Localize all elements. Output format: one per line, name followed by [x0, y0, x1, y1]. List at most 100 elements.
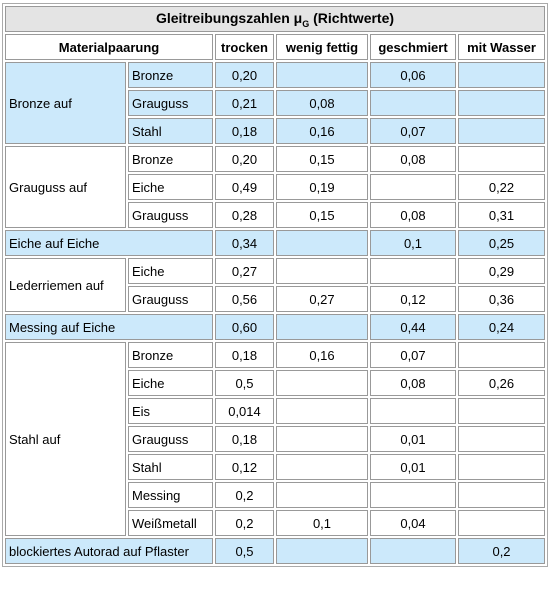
value-cell — [458, 454, 546, 480]
value-cell: 0,26 — [458, 370, 546, 396]
material-cell: Bronze — [128, 342, 213, 368]
value-cell: 0,1 — [276, 510, 368, 536]
value-cell — [370, 258, 456, 284]
data-row: Eiche auf Eiche 0,34 0,1 0,25 — [5, 230, 546, 256]
material-cell: Eiche — [128, 258, 213, 284]
material-cell: Grauguss — [128, 286, 213, 312]
value-cell: 0,5 — [215, 538, 274, 564]
value-cell: 0,34 — [215, 230, 274, 256]
data-row: Weißmetall 0,2 0,1 0,04 — [5, 510, 546, 536]
value-cell: 0,2 — [215, 510, 274, 536]
data-row: Messing auf Eiche 0,60 0,44 0,24 — [5, 314, 546, 340]
material-cell: Eiche — [128, 174, 213, 200]
header-cell: mit Wasser — [458, 34, 546, 60]
value-cell: 0,5 — [215, 370, 274, 396]
value-cell — [276, 62, 368, 88]
value-cell — [276, 454, 368, 480]
value-cell — [276, 398, 368, 424]
group-label: Stahl auf — [5, 342, 126, 536]
value-cell — [458, 90, 546, 116]
value-cell: 0,18 — [215, 342, 274, 368]
value-cell: 0,18 — [215, 426, 274, 452]
header-cell: geschmiert — [370, 34, 456, 60]
value-cell: 0,36 — [458, 286, 546, 312]
header-cell: trocken — [215, 34, 274, 60]
data-row: Eis 0,014 — [5, 398, 546, 424]
material-cell: Grauguss — [128, 426, 213, 452]
value-cell: 0,28 — [215, 202, 274, 228]
value-cell — [370, 538, 456, 564]
value-cell: 0,31 — [458, 202, 546, 228]
group-label: blockiertes Autorad auf Pflaster — [5, 538, 213, 564]
group-label: Grauguss auf — [5, 146, 126, 228]
value-cell — [458, 146, 546, 172]
friction-table: Gleitreibungszahlen μG (Richtwerte) Mate… — [2, 3, 549, 567]
value-cell — [276, 230, 368, 256]
value-cell: 0,1 — [370, 230, 456, 256]
value-cell: 0,12 — [215, 454, 274, 480]
value-cell: 0,01 — [370, 426, 456, 452]
value-cell: 0,18 — [215, 118, 274, 144]
material-cell: Eis — [128, 398, 213, 424]
material-cell: Bronze — [128, 146, 213, 172]
value-cell: 0,44 — [370, 314, 456, 340]
data-row: Messing 0,2 — [5, 482, 546, 508]
material-cell: Grauguss — [128, 202, 213, 228]
value-cell — [458, 342, 546, 368]
value-cell — [276, 538, 368, 564]
value-cell — [370, 90, 456, 116]
material-cell: Weißmetall — [128, 510, 213, 536]
value-cell: 0,15 — [276, 146, 368, 172]
value-cell: 0,56 — [215, 286, 274, 312]
value-cell — [276, 258, 368, 284]
data-row: blockiertes Autorad auf Pflaster 0,5 0,2 — [5, 538, 546, 564]
data-row: Grauguss 0,21 0,08 — [5, 90, 546, 116]
value-cell: 0,27 — [276, 286, 368, 312]
value-cell: 0,01 — [370, 454, 456, 480]
value-cell: 0,08 — [370, 370, 456, 396]
data-row: Grauguss auf Bronze 0,20 0,15 0,08 — [5, 146, 546, 228]
value-cell — [276, 426, 368, 452]
value-cell: 0,04 — [370, 510, 456, 536]
value-cell: 0,2 — [215, 482, 274, 508]
material-cell: Bronze — [128, 62, 213, 88]
data-row: Stahl 0,12 0,01 — [5, 454, 546, 480]
material-cell: Stahl — [128, 118, 213, 144]
header-cell: Materialpaarung — [5, 34, 213, 60]
data-row: Stahl 0,18 0,16 0,07 — [5, 118, 546, 144]
value-cell: 0,29 — [458, 258, 546, 284]
data-row: Lederriemen auf Eiche 0,27 0,29 — [5, 258, 546, 312]
value-cell — [276, 482, 368, 508]
value-cell: 0,2 — [458, 538, 546, 564]
value-cell: 0,60 — [215, 314, 274, 340]
value-cell — [458, 118, 546, 144]
value-cell: 0,27 — [215, 258, 274, 284]
value-cell — [276, 314, 368, 340]
value-cell — [370, 174, 456, 200]
material-cell: Stahl — [128, 454, 213, 480]
value-cell: 0,07 — [370, 342, 456, 368]
value-cell: 0,08 — [370, 146, 456, 172]
value-cell — [458, 398, 546, 424]
value-cell: 0,21 — [215, 90, 274, 116]
value-cell: 0,22 — [458, 174, 546, 200]
value-cell: 0,08 — [276, 90, 368, 116]
value-cell: 0,08 — [370, 202, 456, 228]
value-cell — [458, 510, 546, 536]
value-cell: 0,06 — [370, 62, 456, 88]
value-cell: 0,20 — [215, 146, 274, 172]
data-row: Grauguss 0,28 0,15 0,08 0,31 — [5, 202, 546, 228]
data-row: Grauguss 0,18 0,01 — [5, 426, 546, 452]
table-title: Gleitreibungszahlen μG (Richtwerte) — [5, 6, 546, 32]
title-suffix: (Richtwerte) — [313, 9, 395, 26]
value-cell: 0,12 — [370, 286, 456, 312]
value-cell: 0,25 — [458, 230, 546, 256]
value-cell: 0,014 — [215, 398, 274, 424]
data-row: Eiche 0,49 0,19 0,22 — [5, 174, 546, 200]
header-row: Materialpaarung trocken wenig fettig ges… — [5, 34, 546, 60]
value-cell — [458, 426, 546, 452]
value-cell: 0,16 — [276, 118, 368, 144]
value-cell: 0,15 — [276, 202, 368, 228]
value-cell: 0,49 — [215, 174, 274, 200]
